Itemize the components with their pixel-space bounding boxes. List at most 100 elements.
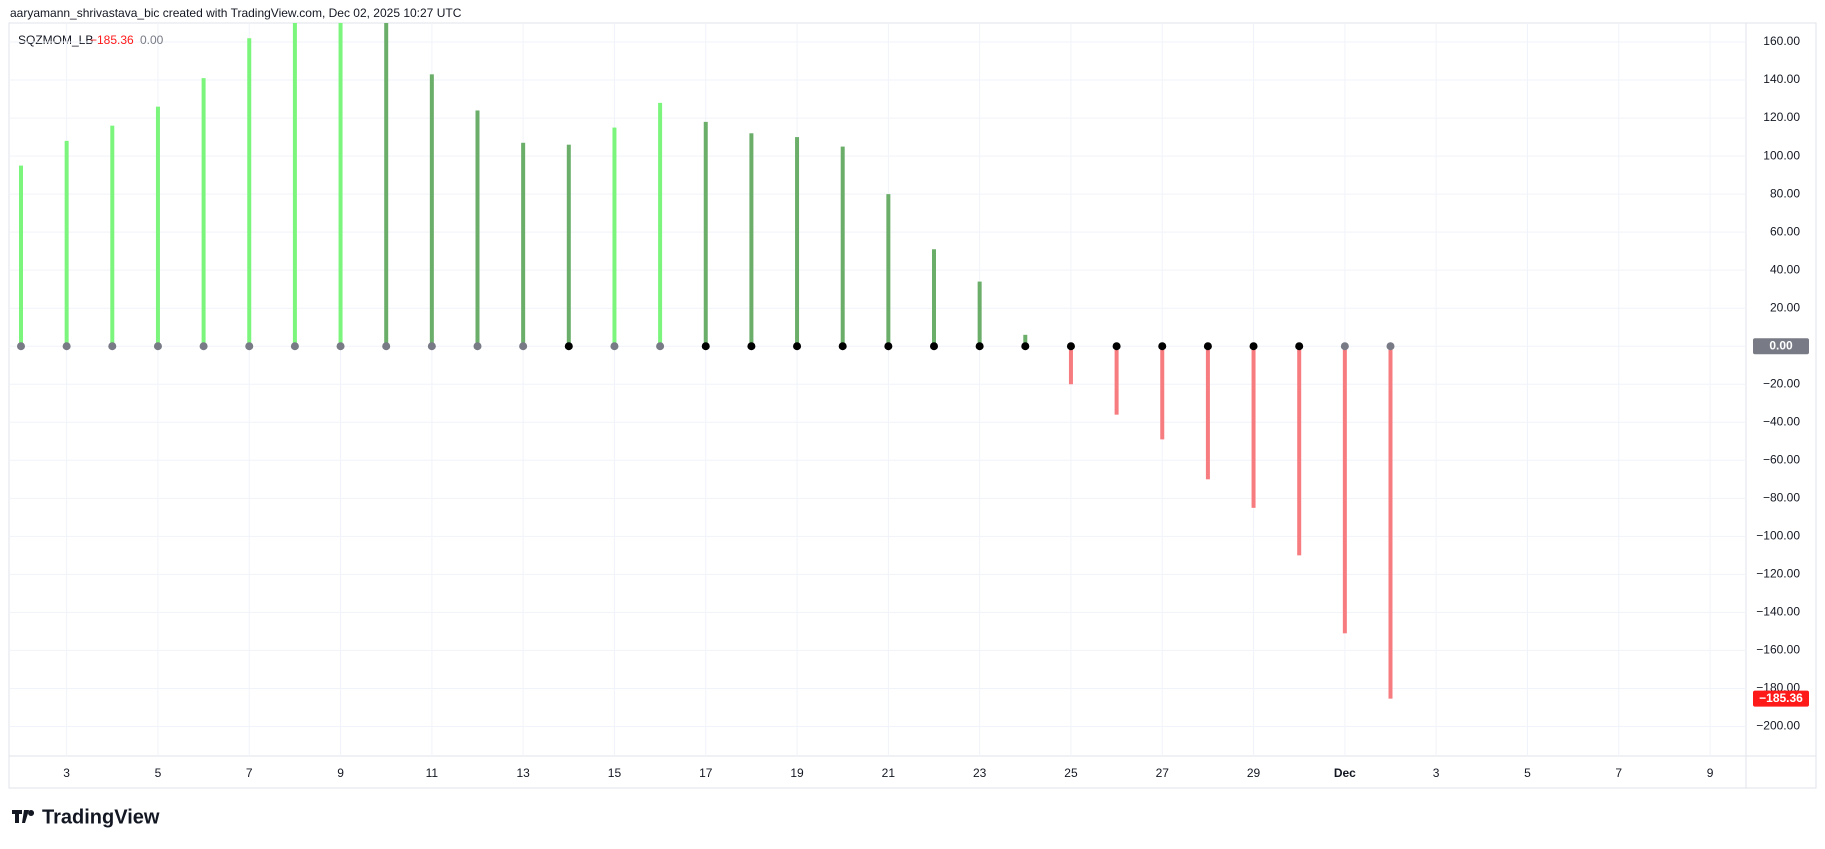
- squeeze-dot: [245, 342, 254, 351]
- x-tick-label: 25: [1064, 766, 1078, 780]
- squeeze-dot: [564, 342, 573, 351]
- squeeze-dot: [1340, 342, 1349, 351]
- bar: [1251, 346, 1256, 508]
- squeeze-dot: [473, 342, 482, 351]
- x-tick-label: 9: [1707, 766, 1714, 780]
- bar: [1388, 346, 1393, 699]
- squeeze-dot: [793, 342, 802, 351]
- x-tick-label: 5: [1524, 766, 1531, 780]
- bar: [475, 110, 480, 347]
- pane-border: [8, 22, 1817, 789]
- header: aaryamann_shrivastava_bic created with T…: [10, 6, 462, 20]
- price-tag-label: 0.00: [1769, 338, 1793, 352]
- y-tick-label: 60.00: [1770, 224, 1800, 238]
- bar: [384, 23, 389, 347]
- squeeze-dot: [199, 342, 208, 351]
- bar: [612, 127, 617, 347]
- bar: [932, 249, 936, 347]
- squeeze-dot: [1021, 342, 1030, 351]
- squeeze-dot: [153, 342, 162, 351]
- legend-value: −185.36: [90, 33, 134, 47]
- x-tick-label: Dec: [1334, 766, 1356, 780]
- x-tick-label: 15: [608, 766, 622, 780]
- price-tag: [1753, 338, 1809, 355]
- bar: [155, 106, 160, 347]
- squeeze-dot: [519, 342, 528, 351]
- y-tick-label: −100.00: [1756, 529, 1800, 543]
- y-tick-label: 160.00: [1763, 34, 1800, 48]
- x-tick-label: 9: [337, 766, 344, 780]
- bar: [201, 78, 206, 347]
- indicator-name: SQZMOM_LB: [18, 33, 93, 47]
- squeeze-dot: [1386, 342, 1395, 351]
- bar: [64, 140, 69, 347]
- x-tick-label: 23: [973, 766, 987, 780]
- y-tick-label: −160.00: [1756, 643, 1800, 657]
- y-tick-label: 80.00: [1770, 186, 1800, 200]
- bar: [977, 281, 982, 347]
- y-tick-label: −140.00: [1756, 605, 1800, 619]
- squeeze-dot: [884, 342, 893, 351]
- squeeze-dot: [427, 342, 436, 351]
- bar: [703, 121, 708, 347]
- squeeze-dot: [610, 342, 619, 351]
- squeeze-dot: [838, 342, 847, 351]
- bar: [1068, 346, 1073, 385]
- y-tick-label: −200.00: [1756, 719, 1800, 733]
- squeeze-dot: [1249, 342, 1258, 351]
- y-tick-label: −40.00: [1763, 414, 1800, 428]
- x-tick-label: 29: [1247, 766, 1261, 780]
- bar: [886, 194, 891, 347]
- x-tick-label: 21: [882, 766, 896, 780]
- squeeze-dot: [1295, 342, 1304, 351]
- x-tick-label: 7: [1615, 766, 1622, 780]
- squeeze-dot: [747, 342, 756, 351]
- price-tag-label: −185.36: [1759, 691, 1803, 705]
- y-tick-label: 40.00: [1770, 262, 1800, 276]
- bar: [1023, 334, 1028, 347]
- x-tick-label: 11: [426, 766, 439, 780]
- x-tick-label: 19: [790, 766, 804, 780]
- bar: [658, 102, 663, 347]
- x-tick-label: 17: [699, 766, 713, 780]
- squeeze-dot: [930, 342, 938, 351]
- y-tick-label: −120.00: [1756, 567, 1800, 581]
- squeeze-dot: [290, 342, 299, 351]
- bar: [1114, 346, 1119, 415]
- bar: [521, 142, 526, 347]
- y-tick-label: 120.00: [1763, 110, 1800, 124]
- x-tick-label: 27: [1156, 766, 1170, 780]
- bar: [566, 144, 571, 347]
- bar: [110, 125, 115, 347]
- bar: [749, 133, 754, 347]
- x-tick-label: 3: [1433, 766, 1440, 780]
- footer: TradingView: [42, 806, 160, 828]
- x-tick-label: 13: [516, 766, 530, 780]
- squeeze-dot: [62, 342, 71, 351]
- squeeze-dot: [382, 342, 391, 351]
- squeeze-dot: [1158, 342, 1167, 351]
- y-tick-label: −20.00: [1763, 376, 1800, 390]
- footer-logo: TradingView: [12, 806, 160, 828]
- squeeze-dot: [17, 342, 25, 351]
- bar: [292, 23, 297, 347]
- bar: [1205, 346, 1210, 480]
- y-tick-label: −80.00: [1763, 490, 1800, 504]
- squeeze-dot: [108, 342, 117, 351]
- bar: [1160, 346, 1165, 440]
- bar: [1297, 346, 1302, 556]
- bar: [795, 137, 800, 347]
- legend-value: 0.00: [140, 33, 164, 47]
- squeeze-dot: [975, 342, 984, 351]
- y-tick-label: 140.00: [1763, 72, 1800, 86]
- squeeze-dot: [656, 342, 665, 351]
- bar: [338, 23, 343, 347]
- bar: [19, 165, 23, 347]
- bar: [840, 146, 845, 347]
- x-tick-label: 7: [246, 766, 253, 780]
- price-tag: [1753, 690, 1809, 707]
- bar: [1342, 346, 1347, 634]
- squeeze-dot: [1066, 342, 1075, 351]
